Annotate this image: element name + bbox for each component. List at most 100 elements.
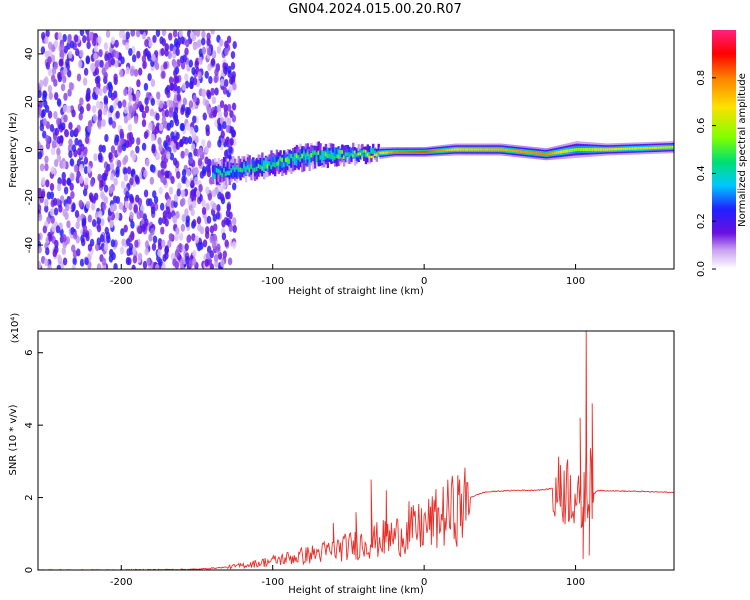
heatmap-noise-cell (184, 208, 189, 217)
heatmap-noise-cell (125, 31, 130, 40)
heatmap-noise-cell (136, 50, 141, 59)
heatmap-noise-cell (204, 70, 209, 79)
heatmap-noise-cell (193, 30, 198, 36)
heatmap-noise-cell (221, 219, 226, 228)
heatmap-signal-cell (579, 147, 582, 152)
heatmap-noise-cell (144, 240, 150, 249)
heatmap-signal-cell (322, 150, 326, 161)
heatmap-signal-cell (237, 166, 240, 177)
heatmap-noise-cell (186, 168, 191, 177)
heatmap-signal-cell (293, 153, 297, 158)
heatmap-noise-cell (224, 239, 229, 248)
heatmap-signal-cell (566, 149, 569, 153)
heatmap-noise-cell (198, 147, 203, 156)
heatmap-signal-cell (368, 152, 371, 159)
heatmap-noise-cell (84, 136, 90, 145)
heatmap-noise-cell (110, 36, 116, 45)
heatmap-signal-cell (315, 156, 319, 162)
heatmap-signal-cell (264, 164, 268, 169)
heatmap-noise-cell (228, 145, 233, 154)
heatmap-noise-cell (57, 32, 63, 41)
heatmap-signal-cell (255, 166, 259, 171)
heatmap-noise-cell (49, 208, 55, 217)
heatmap-noise-cell (168, 76, 174, 85)
heatmap-noise-cell (103, 95, 108, 104)
heatmap-noise-cell (41, 31, 46, 40)
heatmap-noise-cell (125, 257, 131, 266)
heatmap-signal-cell (372, 148, 375, 155)
heatmap-noise-cell (181, 82, 187, 91)
heatmap-signal-cell (281, 157, 284, 163)
heatmap-signal-cell (284, 157, 288, 163)
heatmap-noise-cell (115, 211, 120, 220)
heatmap-noise-cell (53, 111, 58, 120)
heatmap-signal-cell (495, 148, 499, 151)
heatmap-signal-cell (306, 151, 310, 157)
heatmap-noise-cell (206, 38, 211, 47)
heatmap-noise-cell (41, 108, 46, 117)
heatmap-signal-cell (590, 148, 593, 151)
heatmap-signal-cell (212, 172, 215, 178)
colorbar-tick-label: 0.0 (696, 261, 707, 277)
heatmap-signal-cell (381, 151, 384, 155)
heatmap-signal-cell (223, 167, 226, 173)
heatmap-noise-cell (38, 245, 42, 254)
heatmap-signal-cell (362, 150, 366, 157)
y-tick-label: 40 (24, 48, 35, 61)
heatmap-signal-cell (359, 152, 362, 156)
heatmap-signal-cell (290, 153, 293, 159)
heatmap-noise-cell (54, 127, 60, 136)
heatmap-noise-cell (224, 47, 229, 56)
heatmap-noise-cell (113, 262, 118, 269)
heatmap-noise-cell (144, 39, 149, 48)
heatmap-signal-cell (268, 161, 271, 166)
heatmap-noise-cell (178, 242, 183, 251)
heatmap-noise-cell (194, 124, 199, 133)
heatmap-noise-cell (48, 233, 53, 242)
heatmap-signal-cell (270, 165, 273, 170)
snr-series-line (38, 331, 674, 570)
heatmap-noise-cell (62, 104, 68, 113)
heatmap-noise-cell (44, 76, 49, 85)
heatmap-noise-cell (232, 82, 237, 91)
heatmap-noise-cell (93, 52, 98, 61)
heatmap-noise-cell (42, 130, 47, 139)
heatmap-noise-cell (120, 56, 125, 65)
heatmap-signal-cell (551, 151, 555, 155)
heatmap-noise-cell (197, 243, 202, 252)
heatmap-noise-cell (159, 36, 164, 45)
heatmap-noise-cell (90, 64, 95, 73)
heatmap-noise-cell (47, 41, 53, 50)
heatmap-noise-cell (98, 49, 103, 58)
heatmap-signal-cell (468, 148, 471, 151)
heatmap-noise-cell (95, 87, 100, 96)
heatmap-signal-cell (439, 149, 442, 152)
heatmap-signal-cell (230, 168, 233, 173)
heatmap-noise-cell (193, 148, 198, 157)
heatmap-signal-cell (437, 149, 440, 152)
heatmap-noise-cell (93, 192, 99, 201)
heatmap-signal-cell (591, 148, 595, 151)
heatmap-signal-cell (453, 148, 457, 151)
heatmap-signal-cell (297, 155, 300, 160)
heatmap-noise-cell (176, 85, 181, 94)
heatmap-noise-cell (83, 166, 89, 175)
heatmap-noise-cell (123, 167, 128, 176)
heatmap-noise-cell (224, 78, 229, 87)
heatmap-signal-cell (259, 164, 262, 170)
heatmap-signal-cell (640, 147, 644, 150)
heatmap-noise-cell (52, 249, 57, 258)
heatmap-noise-cell (69, 40, 75, 49)
heatmap-signal-cell (261, 166, 264, 171)
heatmap-noise-cell (132, 103, 137, 112)
heatmap-noise-cell (150, 227, 155, 236)
heatmap-noise-cell (188, 259, 193, 268)
heatmap-signal-cell (493, 148, 497, 151)
heatmap-noise-cell (157, 137, 162, 146)
heatmap-noise-cell (123, 224, 128, 233)
heatmap-signal-cell (244, 167, 248, 173)
heatmap-noise-cell (107, 52, 112, 61)
heatmap-signal-cell (352, 150, 355, 158)
heatmap-noise-cell (94, 60, 100, 69)
heatmap-noise-cell (44, 204, 49, 213)
